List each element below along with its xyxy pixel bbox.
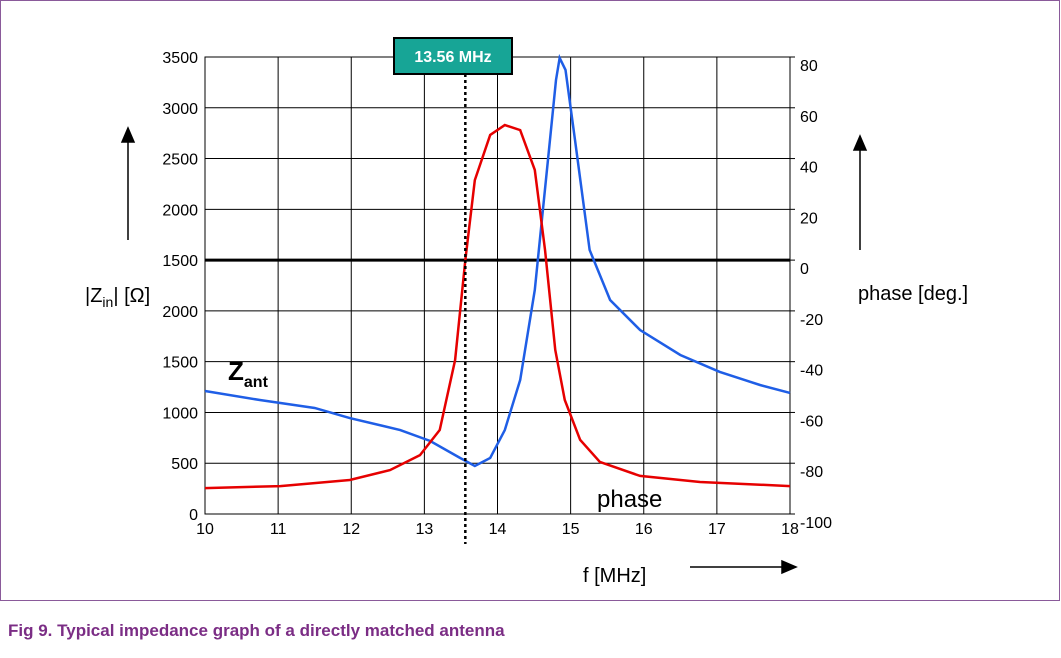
y-tick-label: 2000 (162, 202, 198, 219)
y-axis-label: |Zin| [Ω] (85, 285, 150, 310)
x-tick-label: 15 (562, 521, 580, 538)
y-tick-label: 2000 (162, 304, 198, 321)
y2-tick-label: -60 (800, 413, 823, 430)
y-tick-label: 1000 (162, 405, 198, 422)
arrow-head (852, 134, 868, 151)
marker-label: 13.56 MHz (414, 49, 491, 66)
legend-label: Zant (228, 356, 269, 391)
x-tick-label: 11 (270, 521, 287, 538)
y-tick-label: 2500 (162, 152, 198, 169)
y2-tick-label: -80 (800, 464, 823, 481)
y2-tick-label: -100 (800, 515, 832, 532)
y2-tick-label: 80 (800, 58, 818, 75)
y-label-sub: in (102, 294, 113, 310)
arrows (120, 126, 868, 575)
marker-box (393, 37, 513, 75)
y2-tick-label: -20 (800, 312, 823, 329)
frame (0, 0, 1060, 601)
caption: Fig 9. Typical impedance graph of a dire… (8, 621, 505, 640)
x-axis-label: f [MHz] (583, 565, 646, 587)
x-tick-label: 14 (489, 521, 507, 538)
legend-label-main: Z (228, 356, 244, 386)
y2-tick-label: -40 (800, 363, 823, 380)
arrow-head (120, 126, 136, 143)
x-tick-label: 16 (635, 521, 653, 538)
y2-tick-label: 20 (800, 210, 818, 227)
y-label-main: |Z (85, 285, 102, 307)
x-tick-label: 17 (708, 521, 726, 538)
y2-tick-label: 0 (800, 261, 809, 278)
legend-label-sub: ant (244, 374, 269, 391)
y2-axis-label: phase [deg.] (858, 283, 968, 305)
y2-tick-label: 60 (800, 109, 818, 126)
x-tick-label: 13 (415, 521, 433, 538)
y-tick-label: 1500 (162, 253, 198, 270)
y-tick-label: 500 (171, 456, 198, 473)
y-tick-label: 3000 (162, 101, 198, 118)
legend-label: phase (597, 486, 662, 513)
x-tick-label: 18 (781, 521, 799, 538)
y2-tick-label: 40 (800, 160, 818, 177)
y-tick-label: 0 (189, 507, 198, 524)
x-tick-label: 12 (342, 521, 360, 538)
y-tick-label: 1500 (162, 355, 198, 372)
y-label-rest: | [Ω] (113, 285, 150, 307)
x-tick-label: 10 (196, 521, 214, 538)
arrow-head (781, 559, 798, 575)
series-line (204, 123, 791, 490)
y-tick-label: 3500 (162, 50, 198, 67)
